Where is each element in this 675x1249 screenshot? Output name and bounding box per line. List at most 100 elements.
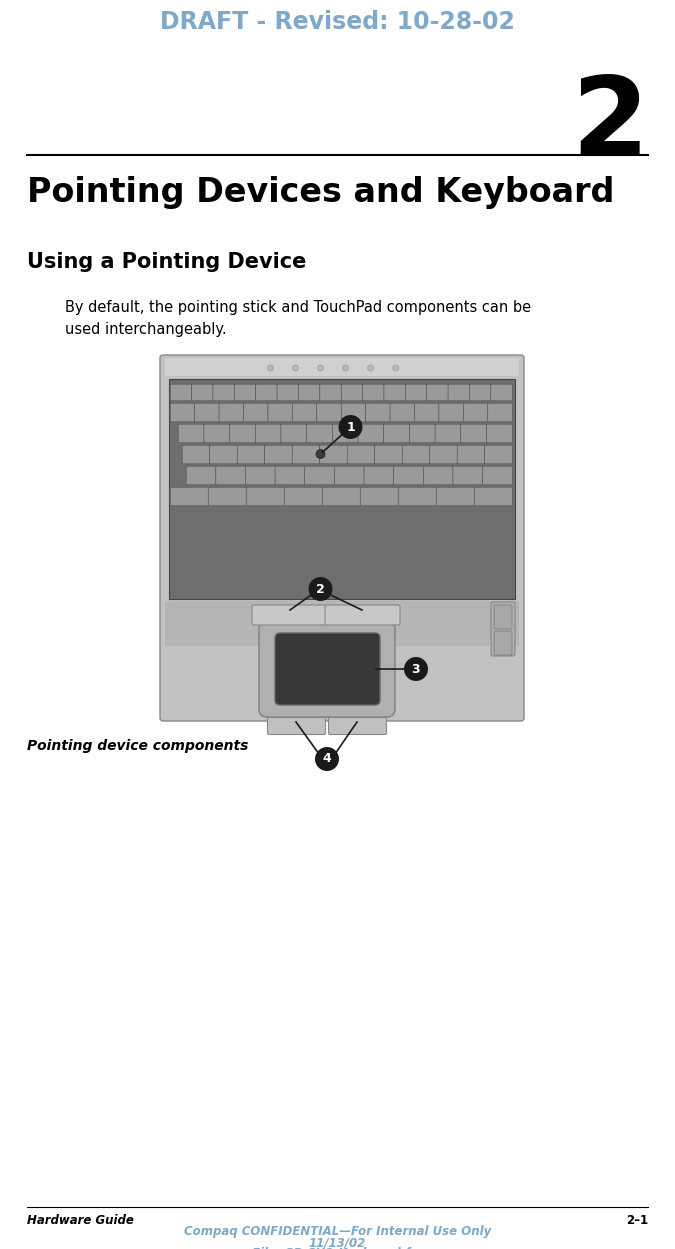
FancyBboxPatch shape [394, 466, 423, 485]
Text: 2–1: 2–1 [626, 1214, 648, 1227]
FancyBboxPatch shape [256, 385, 277, 401]
FancyBboxPatch shape [430, 445, 457, 463]
FancyBboxPatch shape [488, 403, 512, 422]
FancyBboxPatch shape [334, 466, 364, 485]
FancyBboxPatch shape [160, 355, 524, 721]
FancyBboxPatch shape [317, 403, 342, 422]
FancyBboxPatch shape [341, 403, 366, 422]
Text: Hardware Guide: Hardware Guide [27, 1214, 134, 1227]
FancyBboxPatch shape [398, 487, 436, 506]
FancyBboxPatch shape [341, 385, 362, 401]
FancyBboxPatch shape [230, 425, 255, 443]
Circle shape [267, 365, 273, 371]
FancyBboxPatch shape [320, 385, 342, 401]
Text: DRAFT - Revised: 10-28-02: DRAFT - Revised: 10-28-02 [160, 10, 515, 34]
Circle shape [393, 365, 399, 371]
FancyBboxPatch shape [234, 385, 256, 401]
FancyBboxPatch shape [292, 445, 320, 463]
FancyBboxPatch shape [390, 403, 414, 422]
FancyBboxPatch shape [384, 425, 410, 443]
FancyBboxPatch shape [304, 466, 335, 485]
FancyBboxPatch shape [358, 425, 384, 443]
FancyBboxPatch shape [216, 466, 246, 485]
FancyBboxPatch shape [485, 445, 512, 463]
FancyBboxPatch shape [384, 385, 406, 401]
FancyBboxPatch shape [275, 466, 305, 485]
FancyBboxPatch shape [469, 385, 491, 401]
Circle shape [316, 450, 325, 458]
Bar [169, 378, 515, 600]
FancyBboxPatch shape [414, 403, 439, 422]
FancyBboxPatch shape [375, 445, 402, 463]
Text: Compaq CONFIDENTIAL—For Internal Use Only: Compaq CONFIDENTIAL—For Internal Use Onl… [184, 1225, 491, 1238]
FancyBboxPatch shape [281, 425, 306, 443]
FancyBboxPatch shape [268, 403, 292, 422]
Text: 2: 2 [316, 582, 325, 596]
Circle shape [368, 365, 374, 371]
FancyBboxPatch shape [182, 445, 210, 463]
FancyBboxPatch shape [435, 425, 461, 443]
FancyBboxPatch shape [494, 631, 512, 654]
Text: Pointing Devices and Keyboard: Pointing Devices and Keyboard [27, 176, 614, 209]
FancyBboxPatch shape [463, 403, 488, 422]
FancyBboxPatch shape [170, 385, 192, 401]
FancyBboxPatch shape [204, 425, 230, 443]
FancyBboxPatch shape [255, 425, 281, 443]
FancyBboxPatch shape [219, 403, 244, 422]
FancyBboxPatch shape [332, 425, 358, 443]
FancyBboxPatch shape [322, 487, 360, 506]
FancyBboxPatch shape [491, 602, 515, 656]
Text: 1: 1 [346, 421, 355, 433]
FancyBboxPatch shape [410, 425, 435, 443]
FancyBboxPatch shape [325, 605, 400, 624]
FancyBboxPatch shape [213, 385, 234, 401]
FancyBboxPatch shape [210, 445, 238, 463]
FancyBboxPatch shape [475, 487, 512, 506]
Text: 11/13/02: 11/13/02 [309, 1237, 366, 1249]
FancyBboxPatch shape [491, 385, 512, 401]
FancyBboxPatch shape [405, 385, 427, 401]
FancyBboxPatch shape [402, 445, 430, 463]
FancyBboxPatch shape [483, 466, 512, 485]
Text: 2: 2 [571, 71, 648, 179]
FancyBboxPatch shape [244, 403, 268, 422]
FancyBboxPatch shape [298, 385, 320, 401]
FancyBboxPatch shape [364, 466, 394, 485]
Circle shape [292, 365, 298, 371]
Circle shape [317, 365, 323, 371]
FancyBboxPatch shape [192, 385, 213, 401]
Text: Pointing device components: Pointing device components [27, 739, 248, 753]
FancyBboxPatch shape [284, 487, 322, 506]
Bar [165, 601, 519, 646]
FancyBboxPatch shape [427, 385, 448, 401]
FancyBboxPatch shape [246, 466, 275, 485]
FancyBboxPatch shape [360, 487, 398, 506]
FancyBboxPatch shape [267, 717, 325, 734]
FancyBboxPatch shape [366, 403, 390, 422]
FancyBboxPatch shape [265, 445, 292, 463]
FancyBboxPatch shape [436, 487, 475, 506]
Circle shape [339, 415, 362, 438]
FancyBboxPatch shape [453, 466, 483, 485]
Circle shape [315, 747, 339, 771]
FancyBboxPatch shape [306, 425, 333, 443]
FancyBboxPatch shape [246, 487, 284, 506]
FancyBboxPatch shape [423, 466, 453, 485]
FancyBboxPatch shape [329, 717, 387, 734]
FancyBboxPatch shape [170, 403, 194, 422]
FancyBboxPatch shape [237, 445, 265, 463]
Circle shape [308, 577, 333, 601]
FancyBboxPatch shape [186, 466, 216, 485]
FancyBboxPatch shape [292, 403, 317, 422]
FancyBboxPatch shape [448, 385, 470, 401]
Bar [165, 358, 519, 376]
FancyBboxPatch shape [277, 385, 298, 401]
Circle shape [404, 657, 428, 681]
FancyBboxPatch shape [178, 425, 204, 443]
FancyBboxPatch shape [194, 403, 219, 422]
Text: 3: 3 [412, 662, 421, 676]
Text: By default, the pointing stick and TouchPad components can be
used interchangeab: By default, the pointing stick and Touch… [65, 300, 531, 337]
FancyBboxPatch shape [362, 385, 384, 401]
FancyBboxPatch shape [208, 487, 246, 506]
Circle shape [343, 365, 348, 371]
